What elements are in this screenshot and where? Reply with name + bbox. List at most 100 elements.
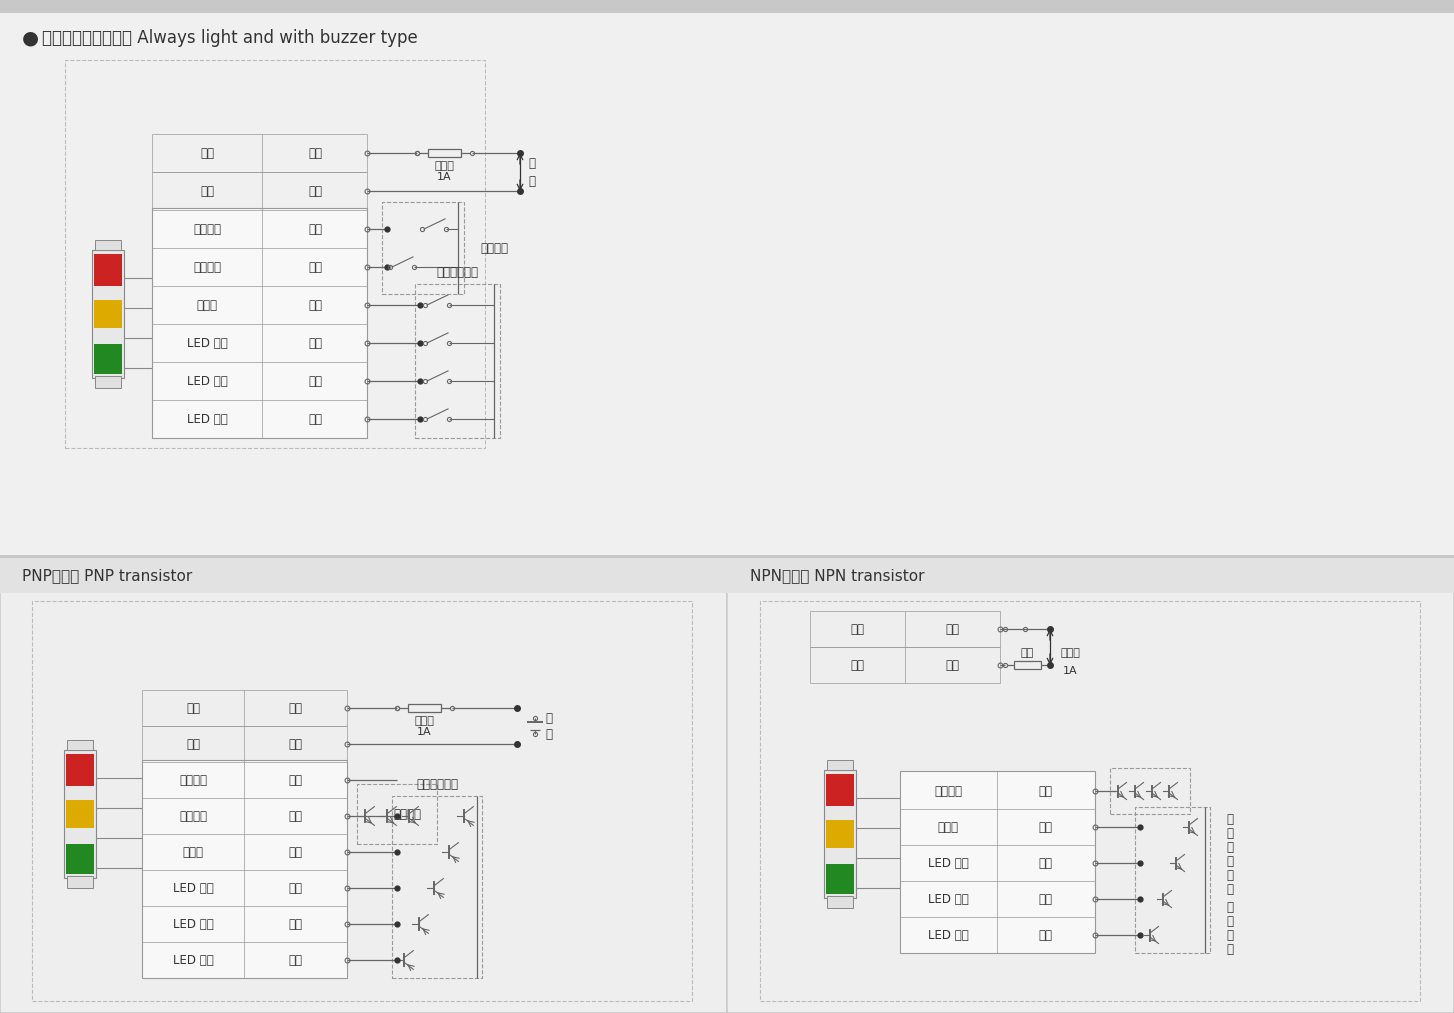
Bar (727, 558, 1454, 593)
Text: 蜂鸣器: 蜂鸣器 (183, 846, 204, 858)
Bar (0, 558, 727, 1013)
Bar (826, 820, 853, 848)
Bar (0, 558, 727, 593)
Text: 电源: 电源 (851, 658, 864, 672)
Bar (95, 376, 121, 388)
Text: 点: 点 (1227, 942, 1233, 955)
Text: LED 红色: LED 红色 (928, 929, 968, 941)
Bar (1013, 661, 1041, 669)
Text: 闪亮接点: 闪亮接点 (393, 807, 422, 821)
Bar (1109, 768, 1189, 814)
Bar (760, 601, 1421, 1001)
Text: 黄线: 黄线 (1038, 892, 1053, 906)
Bar (358, 784, 438, 844)
Text: NPN晶体管 NPN transistor: NPN晶体管 NPN transistor (750, 568, 925, 583)
Text: 电源: 电源 (201, 184, 214, 198)
Text: 白线: 白线 (308, 184, 321, 198)
Text: 棕线: 棕线 (288, 809, 302, 823)
Text: 黑线: 黑线 (288, 737, 302, 751)
Text: 棕线: 棕线 (308, 260, 321, 274)
Text: 常亮闪亮和带蜂鸣型 Always light and with buzzer type: 常亮闪亮和带蜂鸣型 Always light and with buzzer t… (42, 29, 417, 47)
Text: LED 绿色: LED 绿色 (186, 336, 227, 349)
Text: 黑线: 黑线 (945, 658, 960, 672)
Text: 绿线: 绿线 (308, 336, 321, 349)
Text: 闪亮共通: 闪亮共通 (933, 784, 963, 797)
Text: 接: 接 (1227, 868, 1233, 881)
Text: 棕线: 棕线 (1038, 784, 1053, 797)
Bar (0, 0, 1454, 13)
Text: 电源: 电源 (186, 737, 201, 751)
Text: 亮: 亮 (1227, 827, 1233, 840)
Bar (65, 844, 95, 874)
Bar (409, 704, 441, 712)
Text: 点: 点 (1227, 882, 1233, 895)
Text: 闪: 闪 (1227, 901, 1233, 914)
Text: 1A: 1A (436, 172, 451, 182)
Text: 电: 电 (528, 156, 535, 169)
Text: 电源: 电源 (851, 623, 864, 635)
Text: 1A: 1A (1063, 666, 1077, 676)
Bar (827, 760, 853, 770)
Bar (826, 864, 853, 894)
Text: 蜂鸣器: 蜂鸣器 (196, 299, 218, 312)
Text: 1A: 1A (417, 727, 432, 737)
Text: 灰线: 灰线 (1038, 821, 1053, 834)
Bar (727, 558, 1454, 1013)
Text: ●: ● (22, 28, 39, 48)
Bar (827, 897, 853, 908)
Bar (1136, 807, 1210, 953)
Text: 电: 电 (545, 711, 553, 724)
Text: 红线: 红线 (308, 412, 321, 425)
Text: LED 绿色: LED 绿色 (173, 881, 214, 894)
Bar (32, 601, 692, 1001)
Text: 黑线: 黑线 (308, 223, 321, 235)
Bar (95, 240, 121, 250)
Bar (92, 250, 124, 378)
Bar (65, 754, 95, 786)
Bar (826, 774, 853, 806)
Text: LED 红色: LED 红色 (186, 412, 227, 425)
Bar (427, 149, 461, 157)
Bar (95, 300, 122, 328)
Bar (0, 555, 1454, 558)
Text: 黑线: 黑线 (288, 774, 302, 786)
Text: 电压: 电压 (1021, 648, 1034, 658)
Bar (393, 796, 481, 978)
Bar (824, 770, 856, 898)
Text: PNP晶体管 PNP transistor: PNP晶体管 PNP transistor (22, 568, 192, 583)
Text: 蜂: 蜂 (1227, 841, 1233, 854)
Bar (0, 555, 1454, 558)
Text: 接: 接 (1227, 929, 1233, 941)
Bar (65, 60, 486, 448)
Bar (95, 254, 122, 286)
Bar (67, 876, 93, 888)
Text: 常亮蜂鸣接点: 常亮蜂鸣接点 (436, 265, 478, 279)
Bar (65, 800, 95, 828)
Text: 黄线: 黄线 (288, 918, 302, 931)
Text: 闪亮共通: 闪亮共通 (193, 260, 221, 274)
Text: 常亮共通: 常亮共通 (179, 774, 206, 786)
Text: 绿线: 绿线 (288, 881, 302, 894)
Text: LED 黄色: LED 黄色 (173, 918, 214, 931)
Text: 白线: 白线 (945, 623, 960, 635)
Bar (414, 284, 500, 438)
Text: LED 黄色: LED 黄色 (928, 892, 968, 906)
Text: 红线: 红线 (288, 953, 302, 966)
Text: 闪亮接点: 闪亮接点 (480, 241, 507, 254)
Text: LED 黄色: LED 黄色 (186, 375, 227, 388)
Text: 蜂鸣器: 蜂鸣器 (938, 821, 958, 834)
Text: 绿线: 绿线 (1038, 857, 1053, 869)
Text: 灰线: 灰线 (288, 846, 302, 858)
Text: 黑线: 黑线 (308, 147, 321, 159)
Text: 压: 压 (545, 727, 553, 741)
Text: 压: 压 (528, 174, 535, 187)
Text: 亮: 亮 (1227, 915, 1233, 928)
Text: 保险丝: 保险丝 (1060, 648, 1080, 658)
Text: 黄线: 黄线 (308, 375, 321, 388)
Bar (67, 741, 93, 750)
Text: 常: 常 (1227, 812, 1233, 826)
Text: 保险丝: 保险丝 (414, 716, 433, 726)
Bar (95, 344, 122, 374)
Text: 鸣: 鸣 (1227, 855, 1233, 867)
Bar (382, 202, 464, 294)
